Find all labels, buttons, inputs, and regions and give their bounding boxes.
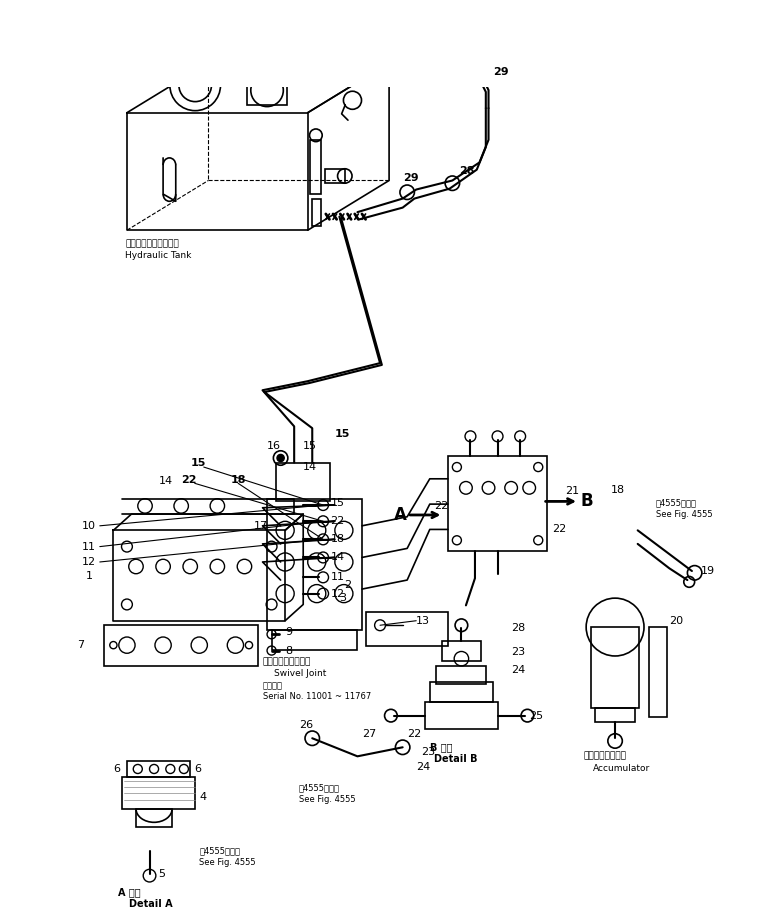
Text: 13: 13 (416, 616, 430, 626)
Text: 6: 6 (195, 764, 202, 774)
Bar (425, 703, 498, 729)
Text: Hydraulic Tank: Hydraulic Tank (125, 251, 192, 260)
Text: 18: 18 (231, 475, 247, 485)
Text: 23: 23 (511, 647, 525, 657)
Text: B: B (581, 492, 594, 511)
Text: 19: 19 (701, 566, 715, 576)
Text: 27: 27 (362, 729, 376, 739)
Bar (436, 666, 486, 684)
Bar (123, 777, 195, 809)
Text: 16: 16 (267, 441, 281, 451)
Text: 29: 29 (403, 173, 419, 183)
Text: Swivel Joint: Swivel Joint (274, 669, 326, 678)
Bar (267, 499, 362, 630)
Bar (447, 456, 547, 551)
Text: 29: 29 (493, 67, 508, 77)
Text: Detail A: Detail A (129, 899, 173, 909)
Text: 20: 20 (670, 616, 683, 626)
Text: Serial No. 11001 ~ 11767: Serial No. 11001 ~ 11767 (263, 693, 371, 702)
Text: 15: 15 (335, 429, 350, 439)
Text: Accumulator: Accumulator (593, 763, 650, 773)
Bar (136, 809, 172, 827)
Text: 15: 15 (330, 498, 344, 508)
Text: 図4555図参照: 図4555図参照 (656, 499, 697, 508)
Text: 26: 26 (298, 720, 313, 730)
Text: ハイドロリックタンク: ハイドロリックタンク (125, 239, 179, 248)
Text: 7: 7 (77, 640, 84, 650)
Bar (325, 168, 345, 183)
Text: 3: 3 (339, 593, 346, 603)
Text: 22: 22 (330, 516, 345, 526)
Text: 5: 5 (158, 869, 166, 879)
Text: 22: 22 (181, 475, 196, 485)
Text: 22: 22 (407, 729, 422, 739)
Text: 15: 15 (303, 441, 317, 451)
Bar (272, 630, 358, 650)
Text: 18: 18 (610, 485, 625, 495)
Text: 11: 11 (330, 572, 344, 582)
Text: アキュームレータ: アキュームレータ (584, 752, 626, 761)
Text: 17: 17 (253, 521, 268, 531)
Bar (247, 70, 287, 105)
Text: 22: 22 (435, 501, 448, 511)
Text: Detail B: Detail B (435, 754, 478, 764)
Text: 15: 15 (190, 458, 205, 468)
Bar (441, 641, 481, 661)
Text: See Fig. 4555: See Fig. 4555 (656, 511, 712, 520)
Text: 適用号機: 適用号機 (263, 682, 282, 691)
Text: 24: 24 (416, 763, 431, 773)
Text: 14: 14 (158, 476, 173, 486)
Text: 12: 12 (330, 589, 345, 599)
Text: 12: 12 (81, 557, 96, 567)
Text: スイベルジョイント: スイベルジョイント (263, 657, 311, 666)
Text: 28: 28 (459, 167, 474, 177)
Text: 10: 10 (81, 521, 96, 531)
Text: 24: 24 (511, 665, 525, 675)
Text: See Fig. 4555: See Fig. 4555 (298, 795, 355, 804)
Text: 1: 1 (86, 571, 94, 581)
Text: 14: 14 (330, 552, 345, 562)
Text: 4: 4 (199, 792, 206, 802)
Bar (310, 140, 321, 194)
Circle shape (277, 454, 284, 461)
Text: 6: 6 (113, 764, 120, 774)
Text: 25: 25 (529, 711, 543, 721)
Bar (648, 627, 667, 717)
Text: B 詳細: B 詳細 (430, 743, 452, 753)
Text: 図4555図参照: 図4555図参照 (199, 846, 240, 855)
Text: 23: 23 (421, 747, 435, 757)
Text: 22: 22 (552, 523, 566, 533)
Text: 14: 14 (303, 462, 317, 472)
Bar (104, 625, 258, 666)
Text: A 詳細: A 詳細 (118, 887, 141, 897)
Bar (312, 198, 321, 226)
Bar (276, 462, 330, 501)
Text: 8: 8 (285, 645, 292, 655)
Bar (367, 612, 447, 646)
Text: 18: 18 (330, 534, 345, 544)
Bar (591, 627, 639, 708)
Bar (595, 708, 635, 722)
Text: 28: 28 (511, 623, 525, 633)
Text: 2: 2 (344, 580, 351, 590)
Text: 図4555図参照: 図4555図参照 (298, 784, 339, 793)
Bar (127, 761, 190, 777)
Text: 9: 9 (285, 628, 292, 638)
Text: 11: 11 (81, 541, 96, 551)
Bar (430, 682, 493, 703)
Text: A: A (393, 506, 406, 524)
Text: See Fig. 4555: See Fig. 4555 (199, 858, 256, 867)
Text: 21: 21 (565, 486, 579, 496)
